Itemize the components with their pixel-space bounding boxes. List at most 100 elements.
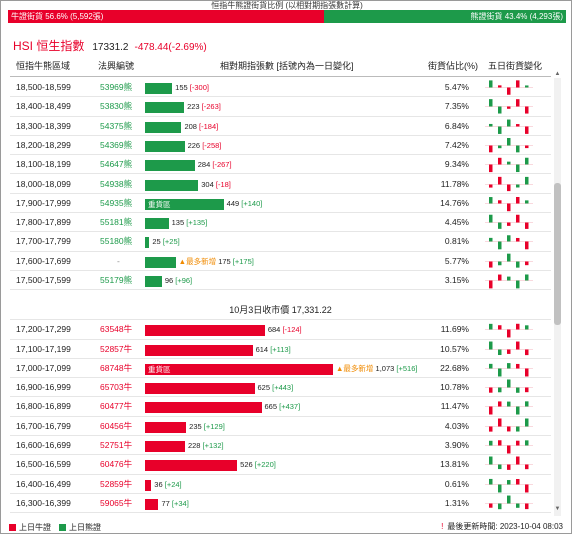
street-ratio-bar: 牛證街貨 56.6% (5,592張) 熊證街貨 43.4% (4,293張) <box>8 10 566 23</box>
header-range: 恒指牛熊區域 <box>16 61 71 71</box>
street-pct-cell: 11.69% <box>440 324 469 335</box>
heavy-zone-label: 重貨區 <box>148 199 171 209</box>
five-day-sparkline <box>485 418 533 432</box>
warrant-code-link[interactable]: 54369熊 <box>100 139 133 150</box>
legend: 上日牛證 上日熊證 <box>9 522 109 532</box>
close-price-row: 10月3日收市價 17,331.22 <box>10 301 551 321</box>
alert-icon: ! <box>441 522 444 531</box>
contracts-bar: 重貨區 <box>145 198 224 210</box>
street-pct-cell: 13.81% <box>440 459 469 470</box>
scroll-down-arrow-icon[interactable]: ▼ <box>554 506 561 512</box>
warrant-code-link[interactable]: 55181熊 <box>100 217 133 228</box>
street-pct-cell: 3.15% <box>444 275 469 285</box>
warrant-code-link[interactable]: 53969熊 <box>100 82 133 92</box>
contracts-value: 449 [+140] <box>227 194 263 213</box>
warrant-code-link[interactable]: 60476牛 <box>100 459 133 470</box>
bull-swatch-icon <box>9 523 16 531</box>
contracts-bar <box>145 83 173 94</box>
range-cell: 17,800-17,899 <box>16 217 71 228</box>
contracts-value: 526 [+220] <box>240 455 276 474</box>
street-pct-cell: 4.03% <box>444 420 469 431</box>
contracts-value: 25 [+25] <box>152 232 179 251</box>
warrant-code-link[interactable]: 52859牛 <box>100 478 133 489</box>
contracts-number: 665 <box>264 402 278 412</box>
range-cell: 18,200-18,299 <box>16 139 71 150</box>
five-day-sparkline <box>485 478 533 493</box>
contracts-value: 223 [-263] <box>187 97 221 116</box>
warrant-code-link[interactable]: 68748牛 <box>100 362 133 373</box>
bull-ratio-segment: 牛證街貨 56.6% (5,592張) <box>8 10 324 23</box>
contracts-number: 96 <box>164 276 174 285</box>
warrant-code-link[interactable]: 54938熊 <box>100 178 133 189</box>
table-row: 17,500-17,599 55179熊 96 [+96] 3.15% <box>10 271 551 291</box>
index-change: -478.44(-2.69%) <box>134 42 207 53</box>
contracts-number: 304 <box>201 179 214 189</box>
contracts-bar <box>145 160 195 172</box>
warrant-code-link[interactable]: 60456牛 <box>100 420 133 431</box>
warrant-code-link[interactable]: 55179熊 <box>100 275 133 285</box>
contracts-value: 96 [+96] <box>165 271 192 290</box>
five-day-sparkline <box>485 495 533 510</box>
warrant-code-link[interactable]: 54935熊 <box>100 197 133 208</box>
daily-change: [-124] <box>282 325 302 335</box>
warrant-code-link[interactable]: 65703牛 <box>100 382 133 393</box>
table-row: 18,300-18,399 54375熊 208 [-184] 6.84% <box>10 117 551 136</box>
contracts-value: 665 [+437] <box>265 397 301 416</box>
scroll-up-arrow-icon[interactable]: ▲ <box>554 71 561 77</box>
header-spark: 五日街貨變化 <box>488 61 543 71</box>
street-pct-cell: 7.42% <box>444 139 469 150</box>
last-update: ! 最後更新時間: 2023-10-04 08:03 <box>441 522 563 532</box>
index-price: 17331.2 <box>92 42 129 53</box>
daily-change: [+135] <box>186 218 208 228</box>
table-row: 18,400-18,499 53830熊 223 [-263] 7.35% <box>10 97 551 117</box>
warrant-code-link[interactable]: 63548牛 <box>100 324 133 335</box>
contracts-number: 1,073 <box>375 363 395 373</box>
street-pct-cell: 7.35% <box>444 101 469 112</box>
contracts-bar <box>145 121 182 133</box>
contracts-value: ▲最多新增 1,073 [+516] <box>336 359 417 378</box>
five-day-sparkline <box>485 401 533 415</box>
table-row: 16,900-16,999 65703牛 625 [+443] 10.78% <box>10 378 551 398</box>
contracts-value: 36 [+24] <box>154 475 181 494</box>
contracts-bar <box>145 460 238 472</box>
range-cell: 18,300-18,399 <box>16 120 71 131</box>
warrant-code-link[interactable]: 53830熊 <box>100 101 133 112</box>
range-cell: 16,400-16,499 <box>16 478 71 489</box>
street-pct-cell: 9.34% <box>444 159 469 170</box>
scrollbar-thumb[interactable] <box>554 183 561 325</box>
contracts-bar <box>145 276 162 287</box>
scrollbar[interactable] <box>554 78 561 516</box>
most-new-tag: ▲最多新增 <box>336 363 374 373</box>
range-cell: 16,800-16,899 <box>16 401 71 412</box>
table-row: 17,900-17,999 54935熊 重貨區 449 [+140] 14.76% <box>10 194 551 214</box>
five-day-sparkline <box>485 379 533 393</box>
street-pct-cell: 0.61% <box>444 478 469 489</box>
warrant-code-link[interactable]: 60477牛 <box>100 401 133 412</box>
warrant-code-link[interactable]: 52857牛 <box>100 343 133 354</box>
range-cell: 17,000-17,099 <box>16 362 71 373</box>
table-row: 16,300-16,399 59065牛 77 [+34] 1.31% <box>10 494 551 514</box>
cbbc-table: 恒指牛熊區域 法興編號 相對期指張數 [括號內為一日變化] 街貨佔比(%) 五日… <box>10 56 551 517</box>
five-day-sparkline <box>485 80 533 95</box>
daily-change: [+34] <box>171 498 189 508</box>
street-pct-cell: 4.45% <box>444 217 469 228</box>
contracts-value: 304 [-18] <box>201 175 231 194</box>
warrant-code-link: - <box>117 255 120 266</box>
range-cell: 16,900-16,999 <box>16 382 71 393</box>
daily-change: [-300] <box>189 83 209 92</box>
warrant-code-link[interactable]: 54375熊 <box>100 120 133 131</box>
header-pct: 街貨佔比(%) <box>428 61 478 71</box>
table-row: 18,200-18,299 54369熊 226 [-258] 7.42% <box>10 136 551 156</box>
warrant-code-link[interactable]: 54647熊 <box>100 159 133 170</box>
contracts-number: 284 <box>197 160 211 170</box>
table-row: 16,700-16,799 60456牛 235 [+129] 4.03% <box>10 417 551 436</box>
legend-bear-label: 上日熊證 <box>69 522 101 532</box>
five-day-sparkline <box>485 253 533 268</box>
header-contracts: 相對期指張數 [括號內為一日變化] <box>220 61 354 71</box>
table-row: 17,700-17,799 55180熊 25 [+25] 0.81% <box>10 232 551 252</box>
warrant-code-link[interactable]: 59065牛 <box>100 497 133 508</box>
contracts-bar <box>145 498 159 510</box>
warrant-code-link[interactable]: 55180熊 <box>100 236 133 247</box>
contracts-bar <box>145 256 176 268</box>
warrant-code-link[interactable]: 52751牛 <box>100 440 133 450</box>
